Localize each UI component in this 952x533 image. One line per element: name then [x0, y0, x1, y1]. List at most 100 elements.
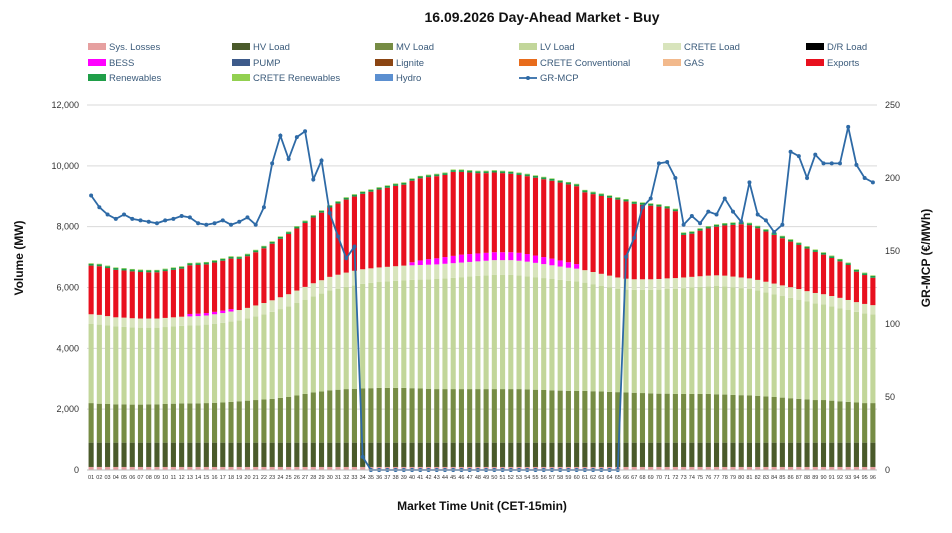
bar-segment — [442, 173, 448, 175]
bar-segment — [713, 442, 720, 467]
bar-segment — [401, 265, 407, 281]
line-point — [286, 157, 291, 162]
bar-segment — [467, 261, 473, 277]
bar-segment — [763, 466, 769, 470]
bar-segment — [228, 311, 234, 322]
bar-segment — [335, 274, 341, 289]
bar-segment — [491, 442, 497, 467]
bar-segment — [705, 286, 711, 394]
line-point — [105, 212, 110, 217]
bar-segment — [244, 466, 251, 470]
legend-label: GR-MCP — [540, 73, 579, 84]
bar-segment — [681, 442, 687, 467]
bar-segment — [549, 278, 555, 391]
bar-segment — [195, 325, 201, 404]
bar-segment — [648, 203, 654, 206]
legend-label: LV Load — [540, 42, 575, 53]
line-point — [179, 213, 184, 218]
bar-segment — [220, 466, 226, 470]
bar-segment — [121, 442, 127, 467]
y2-axis-title: GR-MCP (€/MWh) — [919, 209, 933, 307]
bar-segment — [343, 197, 349, 200]
bar-segment — [113, 268, 119, 270]
bar-segment — [105, 466, 111, 470]
bar-segment — [409, 265, 415, 280]
bar-segment — [672, 442, 678, 467]
bar-segment — [557, 182, 563, 261]
bar-segment — [788, 239, 794, 242]
bar-segment — [541, 264, 547, 279]
x-tick-label: 37 — [384, 475, 390, 481]
bar-segment — [788, 287, 794, 298]
bar-segment — [154, 272, 160, 319]
bar-segment — [812, 249, 818, 251]
bar-segment — [524, 276, 530, 390]
bar-segment — [516, 172, 522, 174]
bar-segment — [384, 281, 390, 388]
bar-segment — [129, 268, 135, 270]
bar-segment — [845, 442, 851, 467]
bar-segment — [434, 442, 440, 467]
bar-segment — [442, 174, 448, 258]
bar-segment — [236, 257, 242, 259]
x-tick-label: 62 — [590, 475, 596, 481]
bar-segment — [755, 279, 761, 291]
line-point — [204, 222, 209, 227]
bar-segment — [368, 388, 374, 443]
bar-segment — [508, 252, 514, 261]
bar-segment — [755, 228, 761, 280]
bar-segment — [738, 277, 744, 289]
bar-segment — [401, 280, 407, 388]
bar-segment — [829, 296, 835, 307]
bar-segment — [697, 286, 703, 394]
bar-segment — [607, 195, 613, 196]
x-tick-label: 75 — [697, 475, 703, 481]
bar-segment — [664, 205, 670, 207]
bar-segment — [121, 317, 127, 327]
bar-segment — [623, 199, 629, 202]
bar-segment — [763, 292, 769, 397]
x-tick-label: 56 — [541, 475, 547, 481]
line-point — [854, 162, 859, 167]
bar-segment — [434, 278, 440, 390]
x-axis: 01 02 03 04 05 06 07 08 09 10 11 12 13 14 15 16 17 18 19 20… — [87, 469, 877, 481]
line-point — [113, 216, 118, 221]
bar-segment — [179, 266, 185, 269]
line-point — [862, 176, 867, 180]
line-point — [360, 454, 365, 459]
x-tick-label: 34 — [360, 475, 366, 481]
bar-segment — [598, 442, 604, 467]
x-tick-label: 91 — [829, 475, 835, 481]
bar-segment — [837, 258, 843, 260]
bar-segment — [500, 260, 506, 275]
bar-segment — [853, 402, 859, 443]
bar-segment — [681, 466, 687, 470]
bar-segment — [228, 321, 234, 402]
x-tick-label: 83 — [763, 475, 769, 481]
bar-segment — [829, 442, 835, 467]
y-tick-label: 12,000 — [51, 100, 79, 110]
bar-segment — [582, 192, 588, 271]
bar-segment — [705, 228, 711, 276]
bar-segment — [829, 255, 835, 257]
bar-segment — [236, 401, 242, 443]
bar-segment — [335, 201, 341, 204]
bar-segment — [829, 257, 835, 297]
bar-segment — [870, 305, 876, 315]
bar-segment — [631, 442, 637, 467]
bar-segment — [820, 442, 827, 467]
bar-segment — [475, 170, 481, 172]
x-tick-label: 01 — [88, 475, 94, 481]
bar-segment — [343, 286, 349, 390]
x-tick-label: 88 — [804, 475, 810, 481]
bar-segment — [417, 260, 423, 265]
x-tick-label: 76 — [705, 475, 711, 481]
bar-segment — [442, 442, 448, 467]
bar-segment — [170, 268, 176, 270]
bar-segment — [351, 194, 357, 195]
bar-segment — [318, 293, 325, 392]
x-tick-label: 15 — [203, 475, 209, 481]
bar-segment — [689, 287, 695, 394]
bar-segment — [582, 442, 588, 467]
y2-tick-label: 250 — [885, 100, 900, 110]
